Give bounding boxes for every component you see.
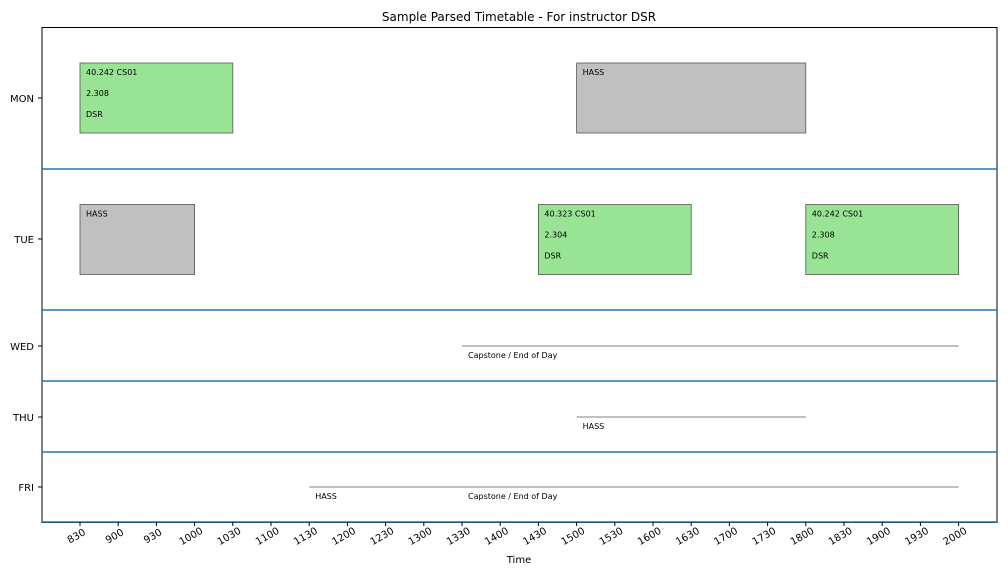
block-text: 2.304	[544, 231, 567, 240]
day-label-tue: TUE	[13, 235, 34, 246]
timetable-blocks: 40.242 CS01 2.308 DSR HASS HASS 40.323 CS01 2.…	[79, 62, 959, 275]
block-text: 2.308	[812, 231, 835, 240]
day-label-mon: MON	[10, 94, 34, 105]
timetable-block	[79, 62, 234, 134]
block-text: 40.323 CS01	[544, 210, 595, 219]
time-tick-label: 1630	[674, 526, 702, 548]
time-tick-label: 1000	[178, 526, 206, 548]
time-tick-label: 930	[142, 527, 164, 546]
time-tick-label: 1130	[292, 526, 320, 548]
event-label: Capstone / End of Day	[468, 351, 558, 360]
time-tick-label: 1830	[827, 526, 855, 548]
time-tick-label: 1330	[445, 526, 473, 548]
day-label-fri: FRI	[18, 483, 34, 494]
event-label: Capstone / End of Day	[468, 492, 558, 501]
timetable-block	[79, 204, 195, 275]
block-text: HASS	[86, 210, 108, 219]
day-separators	[42, 168, 997, 523]
time-tick-label: 1730	[751, 526, 779, 548]
day-label-wed: WED	[10, 342, 34, 353]
block-text: 40.242 CS01	[812, 210, 863, 219]
block-text: 2.308	[86, 89, 109, 98]
event-label: HASS	[583, 422, 605, 431]
block-text: DSR	[544, 252, 561, 261]
block-text: HASS	[583, 68, 605, 77]
time-tick-label: 1200	[330, 526, 358, 548]
time-tick-label: 1500	[560, 526, 588, 548]
chart-title: Sample Parsed Timetable - For instructor…	[382, 10, 656, 24]
time-tick-label: 1400	[483, 526, 511, 548]
timetable-block	[576, 62, 807, 134]
timetable-block	[538, 204, 692, 275]
time-tick-label: 1230	[369, 526, 397, 548]
event-label: HASS	[315, 492, 337, 501]
x-axis-label: Time	[506, 555, 531, 566]
day-label-thu: THU	[12, 413, 34, 424]
block-text: DSR	[812, 252, 829, 261]
time-tick-label: 1930	[903, 526, 931, 548]
time-tick-label: 1100	[254, 526, 282, 548]
time-tick-label: 1430	[521, 526, 549, 548]
time-tick-label: 1900	[865, 526, 893, 548]
time-tick-label: 1600	[636, 526, 664, 548]
timetable-block	[805, 204, 959, 275]
time-tick-label: 2000	[942, 526, 970, 548]
block-text: 40.242 CS01	[86, 68, 137, 77]
time-tick-label: 1530	[598, 526, 626, 548]
time-tick-label: 1300	[407, 526, 435, 548]
time-tick-label: 830	[66, 527, 88, 546]
time-tick-label: 1030	[216, 526, 244, 548]
block-text: DSR	[86, 110, 103, 119]
timetable-line-events: Capstone / End of Day HASS HASS Capstone / …	[309, 345, 959, 501]
time-tick-label: 1800	[789, 526, 817, 548]
time-tick-label: 1700	[712, 526, 740, 548]
time-axis-ticks: 830 900 930 1000 1030 1100 1130 1200 1230 1300 133…	[66, 522, 969, 548]
time-tick-label: 900	[104, 527, 126, 546]
day-axis-labels: MON TUE WED THU FRI	[10, 94, 42, 494]
